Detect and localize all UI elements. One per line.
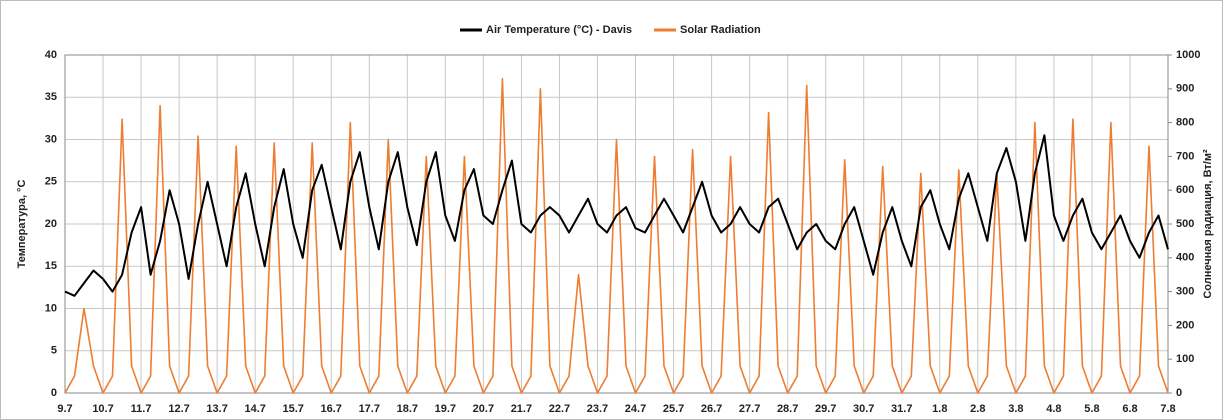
plot-frame [64, 54, 1169, 394]
x-tick-label: 2.8 [970, 403, 985, 415]
y2-tick-label: 400 [1176, 252, 1194, 264]
x-tick-label: 1.8 [932, 403, 947, 415]
y2-axis-label: Солнечная радиация, Вт/м² [1202, 149, 1214, 299]
y2-tick-label: 800 [1176, 117, 1194, 129]
y2-tick-label: 100 [1176, 353, 1194, 365]
x-tick-label: 31.7 [891, 403, 912, 415]
x-tick-label: 9.7 [57, 403, 72, 415]
y-tick-label: 20 [45, 218, 57, 230]
x-tick-label: 20.7 [473, 403, 494, 415]
x-tick-label: 17.7 [359, 403, 380, 415]
x-tick-label: 11.7 [131, 403, 152, 415]
y-tick-label: 5 [51, 345, 57, 357]
y2-tick-label: 700 [1176, 150, 1194, 162]
y2-tick-label: 900 [1176, 83, 1194, 95]
y-tick-label: 10 [45, 302, 57, 314]
y-tick-label: 30 [45, 133, 57, 145]
legend-label: Solar Radiation [680, 24, 761, 36]
x-tick-label: 7.8 [1160, 403, 1175, 415]
x-tick-label: 3.8 [1008, 403, 1023, 415]
y-tick-label: 15 [45, 260, 57, 272]
x-tick-label: 15.7 [282, 403, 303, 415]
legend-label: Air Temperature (°C) - Davis [486, 24, 632, 36]
y-tick-label: 40 [45, 49, 57, 61]
x-tick-label: 16.7 [321, 403, 342, 415]
x-tick-label: 23.7 [587, 403, 608, 415]
x-tick-label: 18.7 [397, 403, 418, 415]
y2-tick-label: 1000 [1176, 49, 1200, 61]
y2-tick-label: 300 [1176, 286, 1194, 298]
x-tick-label: 4.8 [1046, 403, 1061, 415]
x-tick-label: 19.7 [435, 403, 456, 415]
x-tick-label: 25.7 [663, 403, 684, 415]
x-tick-label: 27.7 [739, 403, 760, 415]
x-tick-label: 24.7 [625, 403, 646, 415]
y-tick-label: 35 [45, 91, 57, 103]
data-line [64, 134, 1169, 297]
x-tick-label: 30.7 [853, 403, 874, 415]
y2-tick-label: 600 [1176, 184, 1194, 196]
y2-tick-label: 500 [1176, 218, 1194, 230]
y-tick-label: 0 [51, 387, 57, 399]
y-tick-label: 25 [45, 176, 57, 188]
x-tick-label: 14.7 [244, 403, 265, 415]
x-tick-label: 6.8 [1122, 403, 1137, 415]
x-tick-label: 5.8 [1084, 403, 1099, 415]
data-line [64, 77, 1169, 394]
y2-tick-label: 200 [1176, 319, 1194, 331]
x-tick-label: 13.7 [206, 403, 227, 415]
x-tick-label: 26.7 [701, 403, 722, 415]
y-axis-label: Температура, °C [16, 180, 28, 269]
x-tick-label: 21.7 [511, 403, 532, 415]
x-tick-label: 29.7 [815, 403, 836, 415]
x-tick-label: 10.7 [92, 403, 113, 415]
y2-tick-label: 0 [1176, 387, 1182, 399]
x-tick-label: 28.7 [777, 403, 798, 415]
x-tick-label: 22.7 [549, 403, 570, 415]
x-tick-label: 12.7 [168, 403, 189, 415]
